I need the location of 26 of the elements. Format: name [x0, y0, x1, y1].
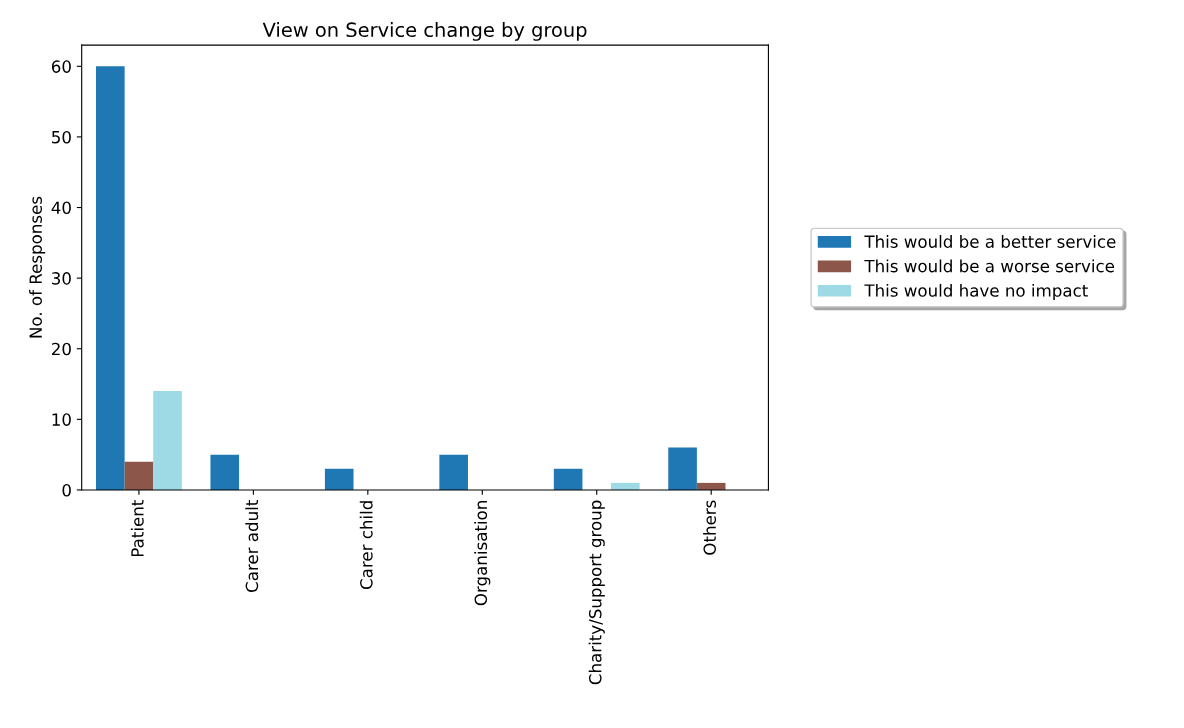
- bar: [124, 461, 154, 490]
- x-tick-label: Organisation: [474, 501, 491, 606]
- legend-label: This would be a worse service: [864, 259, 1115, 273]
- y-tick-label: 30: [52, 272, 71, 285]
- chart-title: View on Service change by group: [262, 22, 587, 41]
- y-tick-label: 20: [51, 342, 71, 356]
- x-tick-label: Others: [703, 500, 717, 555]
- legend-label: This would be a better service: [864, 235, 1116, 248]
- y-tick-label: 0: [62, 483, 71, 497]
- bar: [210, 454, 240, 490]
- bar: [553, 468, 583, 490]
- x-tick-label: Carer adult: [245, 500, 259, 592]
- bar: [324, 468, 354, 490]
- x-tick-label: Charity/Support group: [588, 500, 605, 685]
- x-tick-label: Patient: [130, 500, 144, 557]
- y-tick-label: 50: [52, 130, 71, 144]
- bar: [153, 391, 182, 490]
- y-tick-label: 10: [52, 413, 71, 426]
- bar: [96, 66, 125, 490]
- bar: [439, 454, 468, 490]
- y-tick-label: 40: [51, 201, 71, 215]
- y-axis-title: No. of Responses: [29, 196, 46, 338]
- y-tick-label: 60: [51, 60, 71, 73]
- bar: [668, 447, 697, 490]
- legend-label: This would have no impact: [864, 283, 1088, 301]
- x-tick-label: Carer child: [359, 501, 373, 590]
